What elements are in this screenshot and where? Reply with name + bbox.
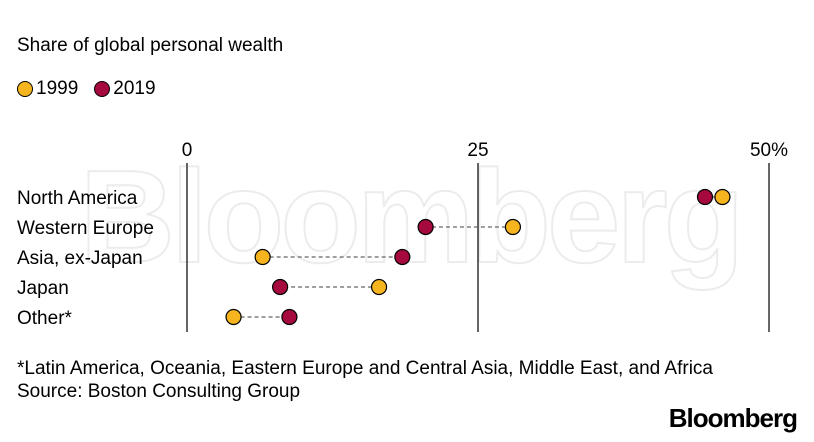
watermark: Bloomberg <box>80 143 741 290</box>
legend-item-2019: 2019 <box>94 78 156 100</box>
dot-2019-4 <box>281 308 298 326</box>
footnote: *Latin America, Oceania, Eastern Europe … <box>17 358 713 379</box>
legend-item-1999: 1999 <box>17 78 78 100</box>
row-label-2: Asia, ex-Japan <box>17 248 143 269</box>
legend-swatch-1999 <box>17 81 33 97</box>
dot-2019-2 <box>394 248 411 266</box>
legend-label-1999: 1999 <box>36 78 79 99</box>
source-note: Source: Boston Consulting Group <box>17 381 301 402</box>
dot-1999-1 <box>504 218 522 236</box>
legend-swatch-2019 <box>94 81 111 97</box>
tick-label-2: 50% <box>750 140 788 161</box>
chart-title: Share of global personal wealth <box>17 35 284 56</box>
row-label-1: Western Europe <box>17 218 154 239</box>
dot-2019-3 <box>272 278 289 296</box>
tick-label-1: 25 <box>467 140 488 161</box>
row-label-0: North America <box>17 188 138 209</box>
row-label-4: Other* <box>17 308 73 329</box>
dot-2019-1 <box>417 218 434 236</box>
dot-1999-3 <box>370 278 388 296</box>
bloomberg-logo: Bloomberg <box>668 403 798 433</box>
dot-1999-0 <box>714 188 731 206</box>
footnote-block: *Latin America, Oceania, Eastern Europe … <box>17 357 713 403</box>
legend-label-2019: 2019 <box>113 78 156 99</box>
legend: 1999 2019 <box>17 78 172 100</box>
dot-1999-4 <box>225 308 242 326</box>
row-label-3: Japan <box>17 278 69 299</box>
dot-1999-2 <box>254 248 271 266</box>
tick-label-0: 0 <box>182 140 193 161</box>
dot-2019-0 <box>696 188 714 206</box>
